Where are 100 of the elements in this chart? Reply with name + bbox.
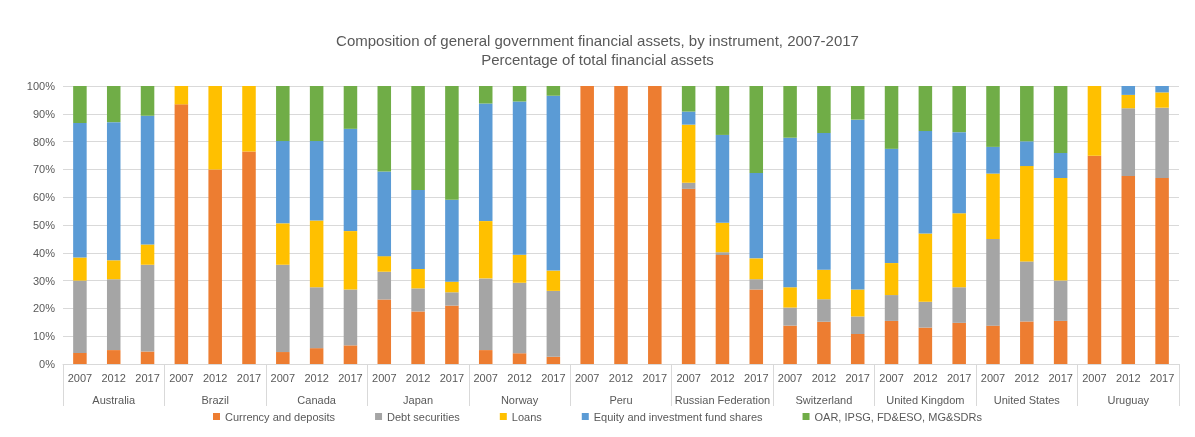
bar bbox=[309, 220, 324, 288]
bar bbox=[1053, 178, 1068, 281]
bar bbox=[208, 86, 222, 170]
x-tick-label: 2017 bbox=[1048, 371, 1073, 384]
bar bbox=[546, 270, 561, 291]
x-tick-label: 2017 bbox=[541, 371, 566, 384]
bar bbox=[1053, 280, 1068, 321]
text: Russian Federation bbox=[674, 393, 771, 406]
y-tick-label: 30% bbox=[32, 274, 56, 287]
bar bbox=[140, 244, 155, 265]
y-tick-label: 50% bbox=[32, 219, 56, 231]
text: Switzerland bbox=[795, 393, 853, 406]
bar bbox=[445, 292, 459, 306]
text: Peru bbox=[609, 393, 633, 406]
bar bbox=[783, 137, 797, 288]
bar bbox=[1020, 86, 1034, 142]
bar bbox=[208, 169, 222, 364]
bar bbox=[174, 86, 189, 105]
bar bbox=[952, 213, 966, 288]
bar bbox=[411, 189, 425, 269]
bar bbox=[918, 233, 933, 302]
bar bbox=[73, 257, 87, 281]
x-tick-label: 2007 bbox=[169, 371, 194, 384]
text: Canada bbox=[297, 393, 337, 406]
bar bbox=[140, 351, 155, 364]
bar bbox=[276, 141, 290, 224]
bar bbox=[681, 188, 696, 364]
bar bbox=[1155, 86, 1169, 93]
y-tick-label: 100% bbox=[26, 80, 56, 92]
x-tick-label: 2017 bbox=[744, 371, 769, 384]
bar bbox=[73, 280, 87, 353]
bar bbox=[681, 86, 696, 112]
text: United Kingdom bbox=[886, 393, 965, 406]
bar bbox=[715, 86, 730, 135]
bar bbox=[411, 288, 425, 312]
bar bbox=[309, 141, 324, 221]
bar bbox=[445, 199, 459, 282]
bar bbox=[850, 316, 865, 334]
bar bbox=[1121, 108, 1136, 177]
legend-label: Equity and investment fund shares bbox=[593, 410, 764, 423]
bar bbox=[445, 281, 459, 293]
bar bbox=[749, 279, 764, 290]
bar bbox=[749, 258, 764, 280]
x-tick-label: 2017 bbox=[135, 371, 160, 384]
x-tick-label: 2017 bbox=[642, 371, 668, 384]
x-tick-label: 2012 bbox=[1014, 371, 1040, 384]
y-tick-label: 40% bbox=[32, 246, 56, 259]
bar bbox=[1053, 153, 1068, 179]
x-tick-label: 2007 bbox=[980, 371, 1006, 384]
bar bbox=[106, 122, 121, 261]
chart-title: Composition of general government financial assets, by instrument, 2007-2017 bbox=[336, 32, 859, 49]
y-tick-label: 60% bbox=[32, 191, 56, 204]
bar bbox=[106, 279, 121, 351]
bar bbox=[73, 122, 87, 258]
bar bbox=[377, 271, 392, 300]
x-tick-label: 2007 bbox=[879, 371, 904, 384]
legend-label: Loans bbox=[511, 410, 543, 423]
x-tick-label: 2017 bbox=[338, 371, 363, 384]
text: United States bbox=[993, 393, 1061, 406]
bar bbox=[817, 269, 831, 300]
x-tick-label: 2007 bbox=[574, 371, 600, 384]
bar bbox=[715, 252, 730, 256]
bar bbox=[106, 260, 121, 280]
x-tick-label: 2012 bbox=[405, 371, 431, 384]
bar bbox=[817, 86, 831, 133]
bar bbox=[817, 132, 831, 270]
bar bbox=[546, 290, 561, 357]
bar bbox=[512, 353, 527, 364]
bar bbox=[478, 103, 493, 222]
bar bbox=[715, 134, 730, 223]
x-tick-label: 2012 bbox=[507, 371, 532, 384]
x-tick-label: 2012 bbox=[101, 371, 126, 384]
y-tick-label: 80% bbox=[32, 135, 56, 148]
y-tick-label: 90% bbox=[32, 107, 56, 120]
bar bbox=[749, 289, 764, 364]
bar bbox=[445, 305, 459, 364]
y-tick-label: 70% bbox=[32, 163, 56, 176]
bar bbox=[73, 352, 87, 364]
bar bbox=[681, 111, 696, 125]
bar bbox=[648, 86, 662, 364]
bar bbox=[580, 86, 594, 364]
bar bbox=[445, 86, 459, 200]
bar bbox=[140, 115, 155, 245]
bar bbox=[106, 86, 121, 123]
bar bbox=[1020, 321, 1034, 364]
bar bbox=[986, 238, 1000, 326]
bar bbox=[512, 101, 527, 255]
bar bbox=[546, 356, 561, 364]
bar bbox=[715, 222, 730, 253]
bar bbox=[546, 95, 561, 271]
bar bbox=[749, 173, 764, 259]
bar bbox=[681, 182, 696, 189]
bar bbox=[850, 86, 865, 120]
bar bbox=[276, 264, 290, 353]
bar bbox=[1155, 178, 1169, 364]
bar bbox=[783, 86, 797, 138]
bar bbox=[1020, 166, 1034, 262]
legend-label: Debt securities bbox=[387, 410, 461, 423]
chart-subtitle: Percentage of total financial assets bbox=[481, 51, 714, 68]
bar bbox=[918, 86, 933, 132]
